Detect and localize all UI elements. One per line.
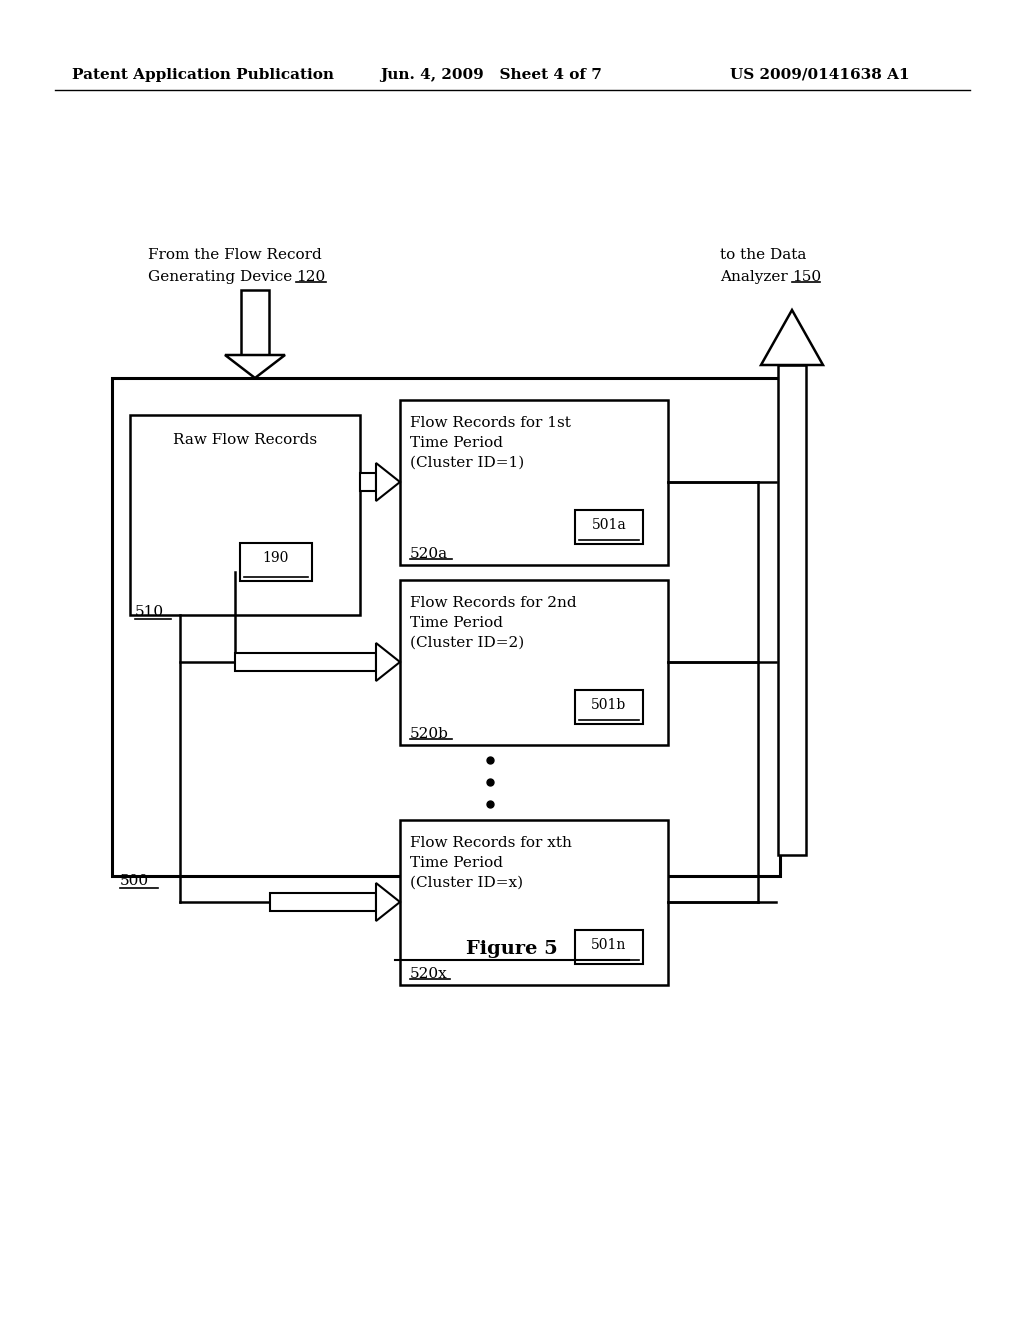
Text: Jun. 4, 2009   Sheet 4 of 7: Jun. 4, 2009 Sheet 4 of 7 (380, 69, 602, 82)
Polygon shape (376, 463, 400, 502)
Text: (Cluster ID=1): (Cluster ID=1) (410, 455, 524, 470)
Bar (130, 414, 360, 615)
Polygon shape (376, 643, 400, 681)
Text: From the Flow Record: From the Flow Record (148, 248, 322, 261)
Bar (778, 366, 806, 855)
Bar (400, 579, 668, 744)
Text: 501a: 501a (592, 517, 627, 532)
Polygon shape (225, 355, 285, 378)
Text: 190: 190 (263, 550, 289, 565)
Text: Flow Records for xth: Flow Records for xth (410, 836, 571, 850)
Text: (Cluster ID=x): (Cluster ID=x) (410, 876, 523, 890)
Text: 520a: 520a (410, 546, 449, 561)
Bar (575, 690, 643, 723)
Bar (112, 378, 780, 876)
Polygon shape (376, 883, 400, 921)
Text: Raw Flow Records: Raw Flow Records (173, 433, 317, 447)
Text: (Cluster ID=2): (Cluster ID=2) (410, 636, 524, 649)
Bar (575, 931, 643, 964)
Text: 120: 120 (296, 271, 326, 284)
Text: 150: 150 (792, 271, 821, 284)
Bar (240, 543, 312, 581)
Text: Flow Records for 2nd: Flow Records for 2nd (410, 597, 577, 610)
Bar (360, 473, 376, 491)
Text: 501n: 501n (591, 939, 627, 952)
Text: Time Period: Time Period (410, 855, 503, 870)
Bar (241, 290, 269, 355)
Bar (234, 653, 376, 671)
Text: Analyzer: Analyzer (720, 271, 793, 284)
Text: Patent Application Publication: Patent Application Publication (72, 69, 334, 82)
Bar (575, 510, 643, 544)
Bar (270, 894, 376, 911)
Bar (400, 820, 668, 985)
Polygon shape (761, 310, 823, 366)
Text: Generating Device: Generating Device (148, 271, 297, 284)
Text: to the Data: to the Data (720, 248, 806, 261)
Text: 520b: 520b (410, 727, 449, 741)
Text: Flow Records for 1st: Flow Records for 1st (410, 416, 570, 430)
Text: Figure 5: Figure 5 (466, 940, 558, 958)
Text: 510: 510 (135, 605, 164, 619)
Text: US 2009/0141638 A1: US 2009/0141638 A1 (730, 69, 909, 82)
Text: Time Period: Time Period (410, 616, 503, 630)
Text: Time Period: Time Period (410, 436, 503, 450)
Text: 520x: 520x (410, 968, 447, 981)
Text: 500: 500 (120, 874, 150, 888)
Bar (400, 400, 668, 565)
Text: 501b: 501b (592, 698, 627, 711)
